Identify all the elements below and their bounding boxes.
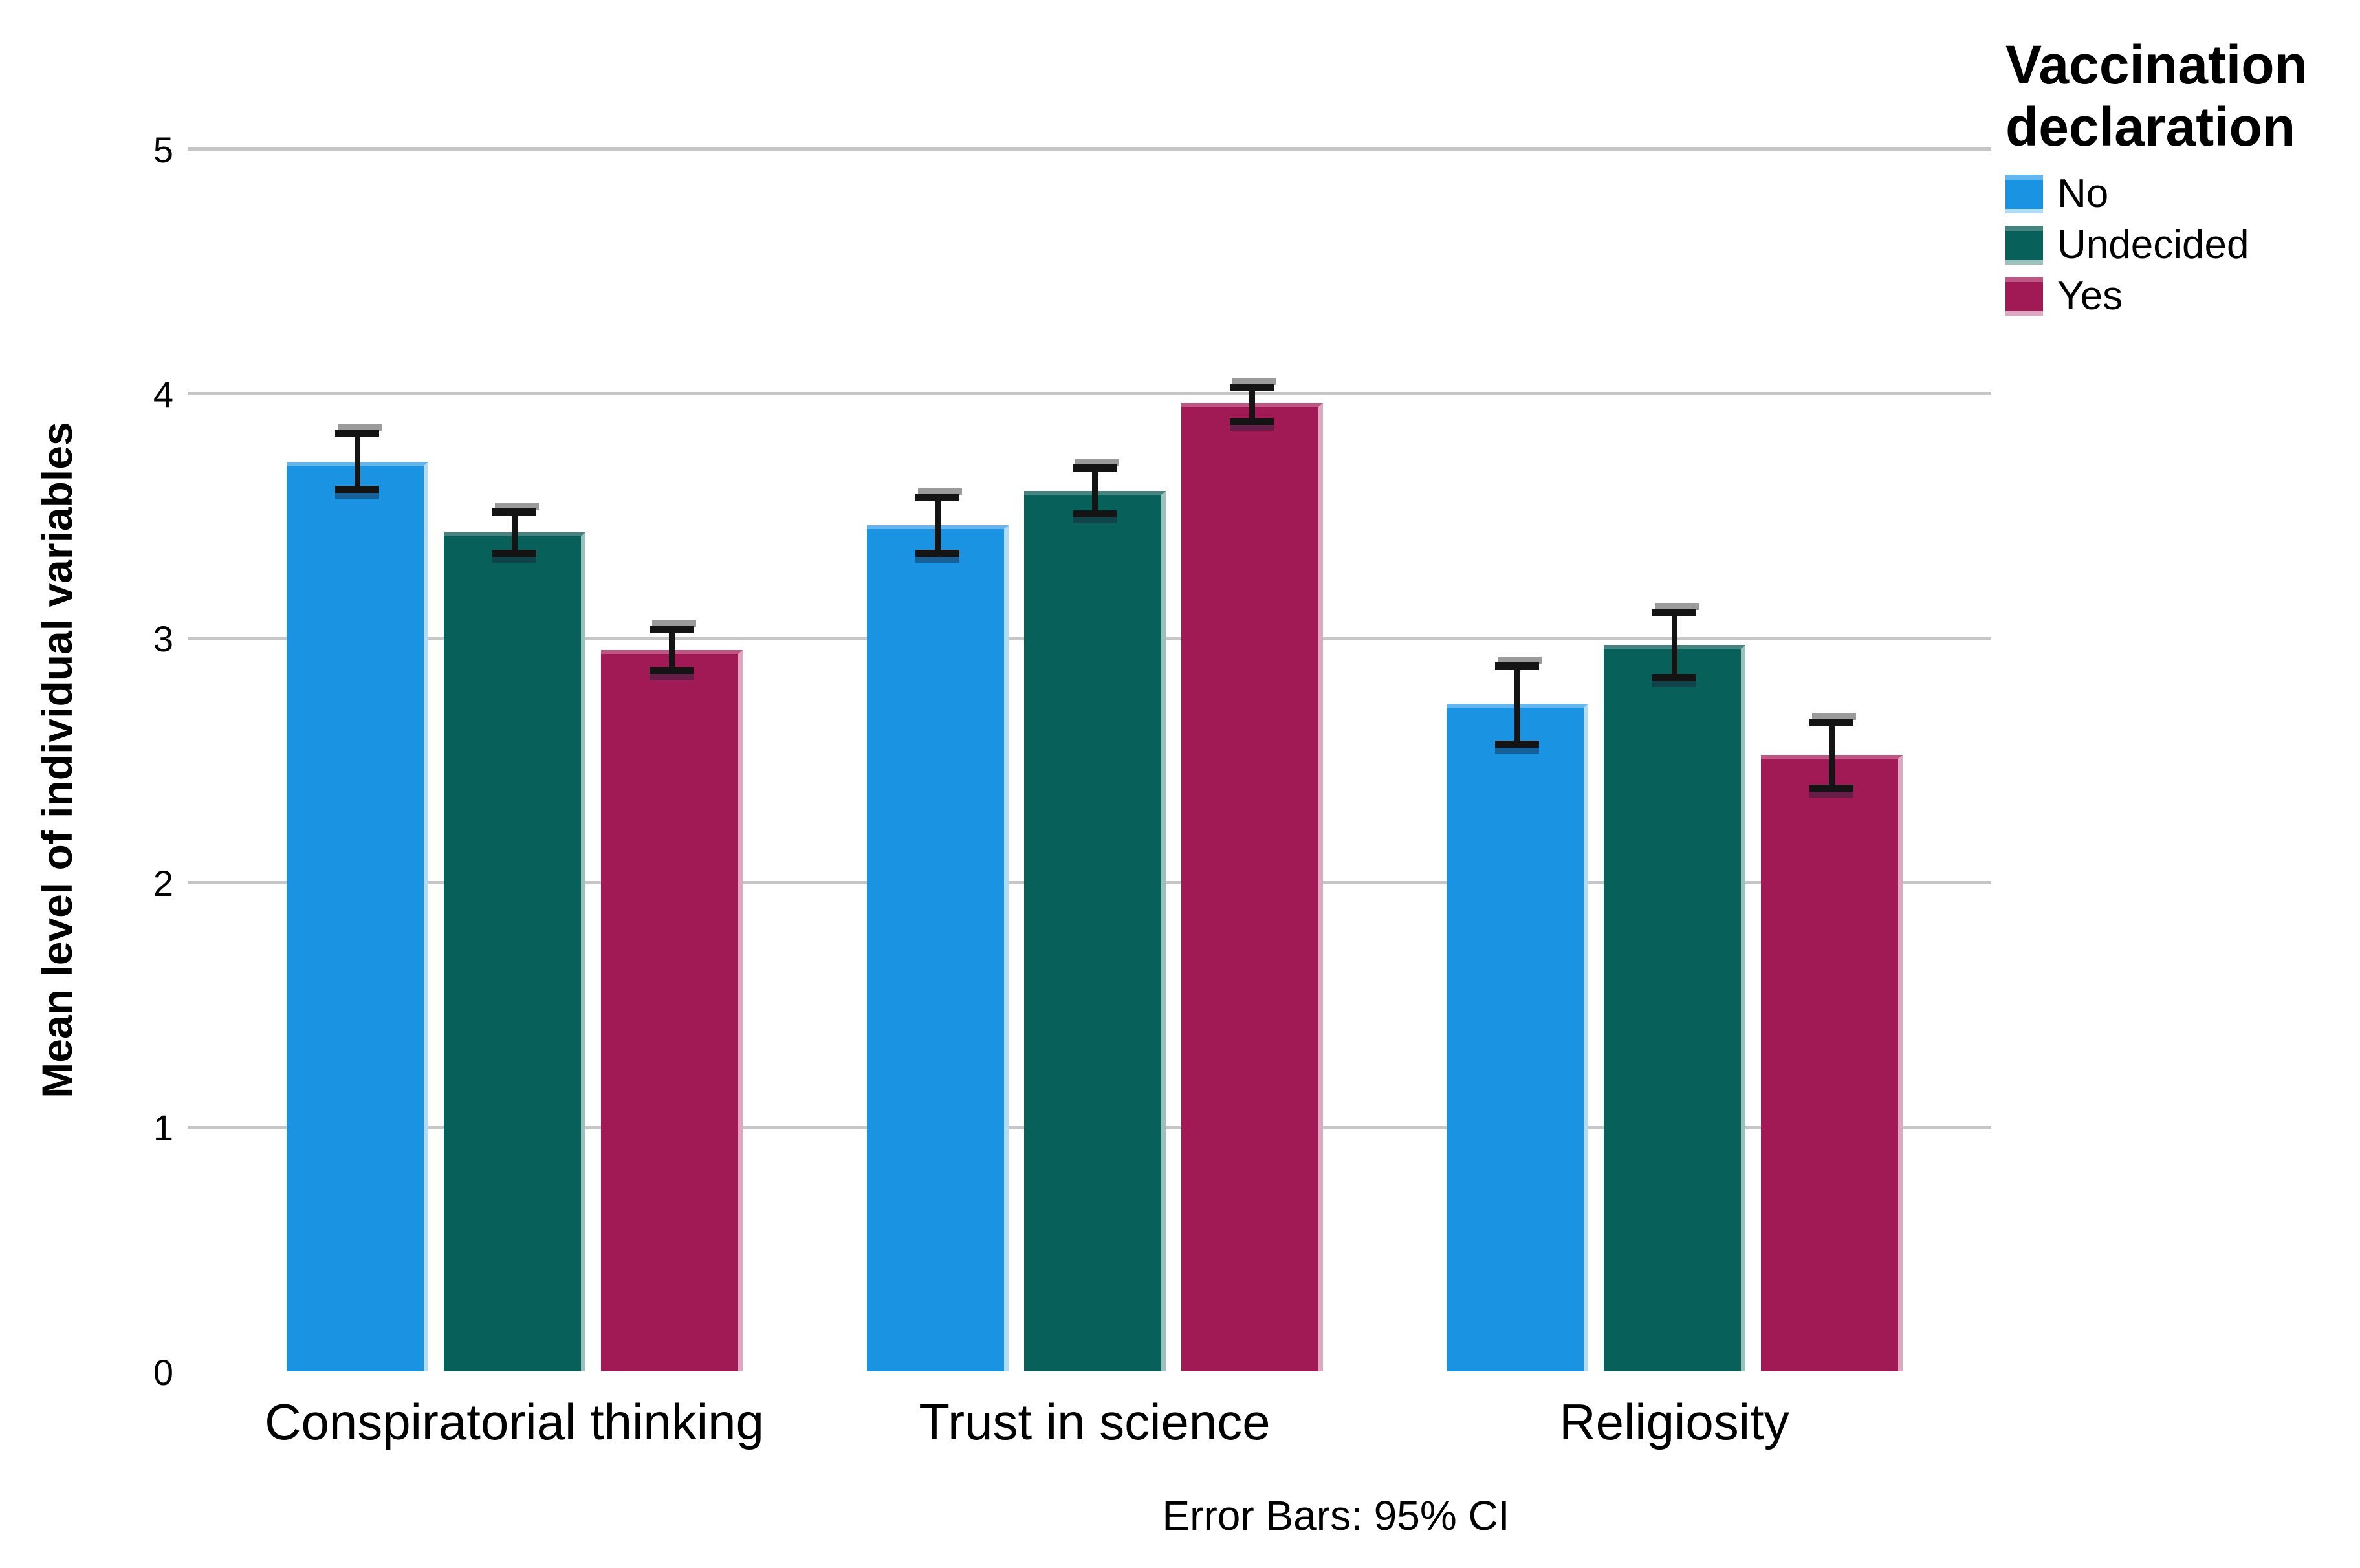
legend-label: Undecided bbox=[2057, 223, 2249, 267]
error-bar-cap-top bbox=[1809, 719, 1853, 726]
legend: Vaccination declaration No Undecided Yes bbox=[2005, 34, 2355, 328]
error-bar-cap-top bbox=[1652, 609, 1696, 616]
legend-label: No bbox=[2057, 171, 2109, 216]
error-bar-line bbox=[1091, 469, 1098, 514]
error-bar-line bbox=[1828, 723, 1835, 787]
gridline bbox=[188, 147, 1991, 151]
error-bar-cap-bottom bbox=[915, 549, 959, 557]
error-bar-line bbox=[511, 513, 518, 552]
error-bar-cap-top bbox=[1073, 464, 1117, 472]
category-label-1: Trust in science bbox=[919, 1393, 1271, 1450]
error-bar-line bbox=[934, 498, 941, 552]
error-bar-cap-top bbox=[915, 494, 959, 501]
error-bars-caption: Error Bars: 95% CI bbox=[1162, 1492, 1510, 1539]
error-bar-cap-bottom bbox=[492, 549, 536, 557]
bar-yes-0 bbox=[600, 649, 743, 1371]
legend-swatch bbox=[2005, 175, 2043, 213]
bar-no-1 bbox=[866, 525, 1009, 1371]
legend-item-no: No bbox=[2005, 171, 2355, 216]
error-bar-cap-top bbox=[650, 626, 694, 633]
legend-item-undecided: Undecided bbox=[2005, 223, 2355, 267]
category-label-0: Conspiratorial thinking bbox=[265, 1393, 764, 1450]
y-tick-label: 5 bbox=[153, 129, 173, 170]
y-tick-label: 1 bbox=[153, 1107, 173, 1148]
legend-title: Vaccination declaration bbox=[2005, 34, 2308, 157]
legend-item-yes: Yes bbox=[2005, 274, 2355, 318]
y-tick-label: 4 bbox=[153, 374, 173, 415]
y-tick-label: 0 bbox=[153, 1352, 173, 1393]
y-axis-line bbox=[188, 6, 193, 1373]
category-label-2: Religiosity bbox=[1559, 1393, 1789, 1450]
error-bar-cap-bottom bbox=[650, 667, 694, 675]
y-tick-label: 2 bbox=[153, 863, 173, 904]
bar-no-2 bbox=[1446, 704, 1588, 1371]
bar-yes-1 bbox=[1181, 403, 1323, 1371]
gridline bbox=[188, 392, 1991, 395]
bar-yes-2 bbox=[1760, 755, 1903, 1371]
y-axis-title: Mean level of individual variables bbox=[33, 422, 81, 1098]
bar-undecided-2 bbox=[1603, 645, 1745, 1371]
legend-swatch bbox=[2005, 277, 2043, 316]
error-bar-cap-top bbox=[335, 430, 379, 438]
y-tick-label: 3 bbox=[153, 618, 173, 659]
error-bar-line bbox=[668, 630, 675, 670]
bar-undecided-1 bbox=[1023, 491, 1166, 1371]
error-bar-line bbox=[354, 435, 360, 489]
bar-undecided-0 bbox=[443, 532, 585, 1371]
error-bar-cap-top bbox=[492, 508, 536, 516]
legend-label: Yes bbox=[2057, 274, 2123, 318]
legend-swatch bbox=[2005, 226, 2043, 265]
error-bar-cap-bottom bbox=[1230, 417, 1274, 425]
x-axis-line bbox=[188, 1368, 1993, 1375]
error-bar-cap-bottom bbox=[335, 486, 379, 494]
error-bar-cap-bottom bbox=[1652, 674, 1696, 682]
error-bar-cap-top bbox=[1230, 384, 1274, 391]
error-bar-cap-bottom bbox=[1073, 510, 1117, 518]
legend-items: No Undecided Yes bbox=[2005, 171, 2355, 318]
error-bar-line bbox=[1514, 667, 1520, 743]
error-bar-cap-bottom bbox=[1495, 740, 1539, 748]
error-bar-cap-top bbox=[1495, 662, 1539, 670]
error-bar-cap-bottom bbox=[1809, 784, 1853, 792]
error-bar-line bbox=[1671, 613, 1677, 677]
bar-no-0 bbox=[286, 461, 428, 1371]
error-bar-line bbox=[1249, 388, 1255, 420]
